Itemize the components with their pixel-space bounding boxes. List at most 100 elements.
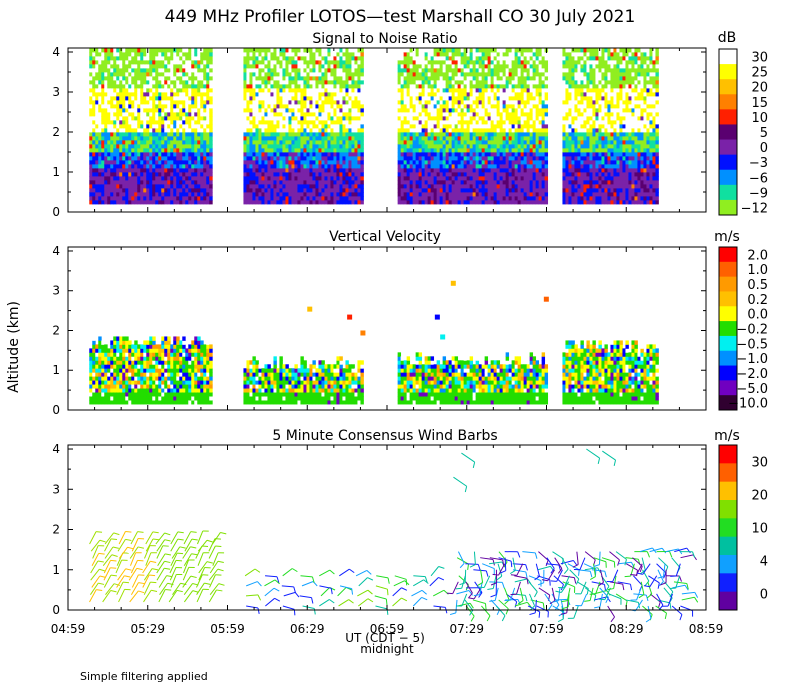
snr-cell [297, 152, 301, 157]
snr-cell [499, 76, 504, 81]
snr-cell [475, 188, 480, 193]
snr-cell [267, 172, 271, 177]
snr-cell [324, 96, 328, 101]
snr-cell [354, 92, 358, 97]
snr-cell [354, 48, 358, 53]
snr-cell [451, 52, 456, 57]
snr-cell [318, 180, 322, 185]
snr-cell [469, 124, 474, 129]
snr-cell [430, 52, 435, 57]
snr-cell [164, 100, 168, 105]
snr-cell [499, 52, 504, 57]
snr-cell [478, 112, 483, 117]
snr-cell [294, 96, 298, 101]
snr-cell [176, 72, 180, 77]
snr-cell [252, 84, 256, 89]
snr-cell [351, 144, 355, 149]
snr-cell [487, 120, 492, 125]
snr-cell [412, 184, 417, 189]
snr-cell [523, 108, 528, 113]
snr-cell [288, 160, 292, 165]
snr-cell [342, 48, 346, 53]
snr-cell [279, 92, 283, 97]
snr-cell [342, 120, 346, 125]
snr-cell [206, 144, 210, 149]
snr-cell [134, 136, 138, 141]
snr-cell [131, 100, 135, 105]
snr-cell [502, 60, 507, 65]
snr-cell [505, 72, 510, 77]
snr-cell [149, 60, 153, 65]
snr-cell [499, 168, 504, 173]
snr-cell [116, 184, 120, 189]
snr-cell [185, 60, 189, 65]
snr-cell [249, 72, 253, 77]
snr-cell [261, 88, 265, 93]
snr-cell [164, 148, 168, 153]
snr-cell [354, 188, 358, 193]
snr-cell [182, 156, 186, 161]
snr-cell [101, 108, 105, 113]
snr-cell [155, 80, 159, 85]
snr-cell [487, 192, 492, 197]
snr-cell [155, 68, 159, 73]
snr-cell [209, 108, 213, 113]
snr-cell [300, 108, 304, 113]
snr-cell [203, 128, 207, 133]
snr-cell [403, 132, 408, 137]
snr-cell [270, 188, 274, 193]
snr-cell [300, 68, 304, 73]
snr-cell [291, 168, 295, 173]
snr-cell [318, 68, 322, 73]
snr-cell [258, 136, 262, 141]
snr-cell [327, 52, 331, 57]
snr-cell [318, 148, 322, 153]
snr-cell [436, 88, 441, 93]
snr-cell [167, 96, 171, 101]
snr-cell [466, 80, 471, 85]
snr-cell [487, 160, 492, 165]
snr-cell [496, 128, 501, 133]
snr-cell [276, 148, 280, 153]
snr-cell [288, 84, 292, 89]
snr-cell [89, 72, 93, 77]
snr-cell [276, 120, 280, 125]
snr-cell [122, 88, 126, 93]
snr-cell [529, 104, 534, 109]
snr-cell [164, 128, 168, 133]
snr-cell [116, 60, 120, 65]
snr-cell [206, 160, 210, 165]
snr-cell [436, 156, 441, 161]
snr-cell [469, 148, 474, 153]
snr-cell [336, 80, 340, 85]
snr-cell [351, 192, 355, 197]
snr-cell [318, 76, 322, 81]
snr-cell [98, 164, 102, 169]
snr-cell [243, 132, 247, 137]
snr-cell [188, 64, 192, 69]
snr-cell [206, 132, 210, 137]
snr-cell [508, 64, 513, 69]
snr-cell [526, 156, 531, 161]
snr-cell [475, 168, 480, 173]
snr-cell [357, 196, 361, 201]
snr-cell [116, 112, 120, 117]
snr-cell [535, 52, 540, 57]
snr-cell [424, 112, 429, 117]
snr-cell [191, 56, 195, 61]
snr-cell [291, 156, 295, 161]
snr-cell [460, 120, 465, 125]
snr-cell [98, 128, 102, 133]
snr-cell [345, 88, 349, 93]
snr-cell [333, 128, 337, 133]
snr-cell [321, 88, 325, 93]
snr-cell [252, 172, 256, 177]
snr-cell [418, 184, 423, 189]
snr-cell [418, 96, 423, 101]
snr-cell [427, 136, 432, 141]
snr-cell [110, 200, 114, 205]
snr-cell [167, 160, 171, 165]
snr-cell [137, 68, 141, 73]
snr-cell [442, 156, 447, 161]
snr-cell [273, 48, 277, 53]
